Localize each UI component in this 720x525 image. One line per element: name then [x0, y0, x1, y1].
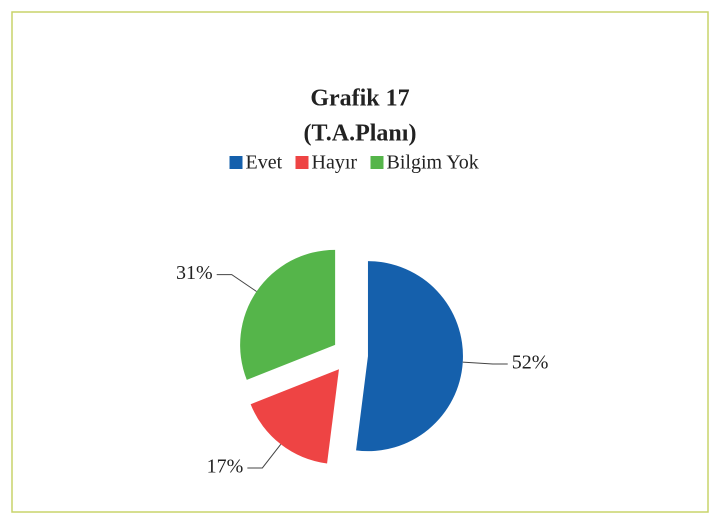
legend-label: Evet [246, 152, 283, 174]
data-label: 52% [512, 352, 549, 374]
legend-swatch [370, 156, 384, 169]
pie-slice [250, 369, 339, 464]
legend-label: Hayır [312, 152, 358, 174]
legend-label: Bilgim Yok [387, 152, 479, 174]
chart-title: Grafik 17 [310, 86, 409, 112]
pie-slice [240, 249, 336, 380]
legend-swatch [229, 156, 243, 169]
leader-line [216, 274, 257, 292]
chart-subtitle: (T.A.Planı) [304, 121, 417, 147]
pie-slice [356, 261, 463, 452]
leader-line [247, 443, 282, 469]
leader-line [462, 361, 508, 365]
data-label: 31% [176, 262, 213, 284]
data-label: 17% [207, 456, 244, 478]
legend-swatch [295, 156, 309, 169]
